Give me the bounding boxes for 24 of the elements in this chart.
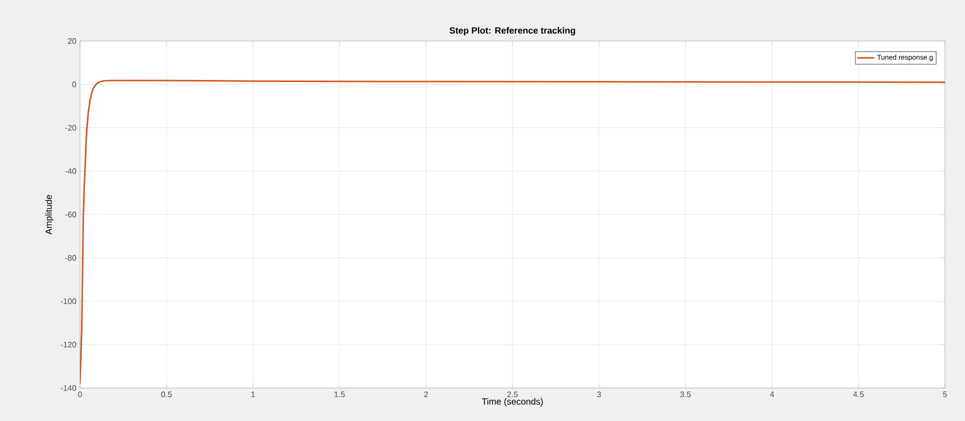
line-series	[80, 80, 946, 384]
x-tick-label: 1	[251, 392, 255, 398]
y-tick-label: -140	[60, 385, 76, 391]
y-tick-label: -120	[60, 342, 76, 348]
x-tick-label: 0.5	[161, 392, 172, 398]
y-tick-label: -40	[65, 168, 76, 174]
y-tick-label: 20	[68, 38, 76, 44]
chart-title: Step Plot: Reference tracking	[450, 27, 576, 36]
y-tick-label: -100	[60, 298, 76, 304]
x-tick-label: 2	[424, 392, 428, 398]
x-axis-title: Time (seconds)	[482, 398, 543, 406]
y-tick-label: -80	[65, 255, 76, 261]
x-tick-label: 2.5	[507, 392, 518, 398]
y-tick-label: 0	[72, 82, 76, 88]
x-tick-label: 5	[943, 392, 947, 398]
x-tick-label: 4.5	[853, 392, 864, 398]
x-tick-label: 0	[78, 392, 82, 398]
x-tick-label: 3.5	[680, 392, 691, 398]
y-axis-title: Amplitude	[45, 194, 54, 234]
x-tick-label: 4	[770, 392, 774, 398]
x-tick-label: 1.5	[334, 392, 345, 398]
y-tick-label: -20	[65, 124, 76, 131]
x-tick-label: 3	[597, 392, 601, 398]
y-tick-label: -60	[65, 212, 76, 218]
